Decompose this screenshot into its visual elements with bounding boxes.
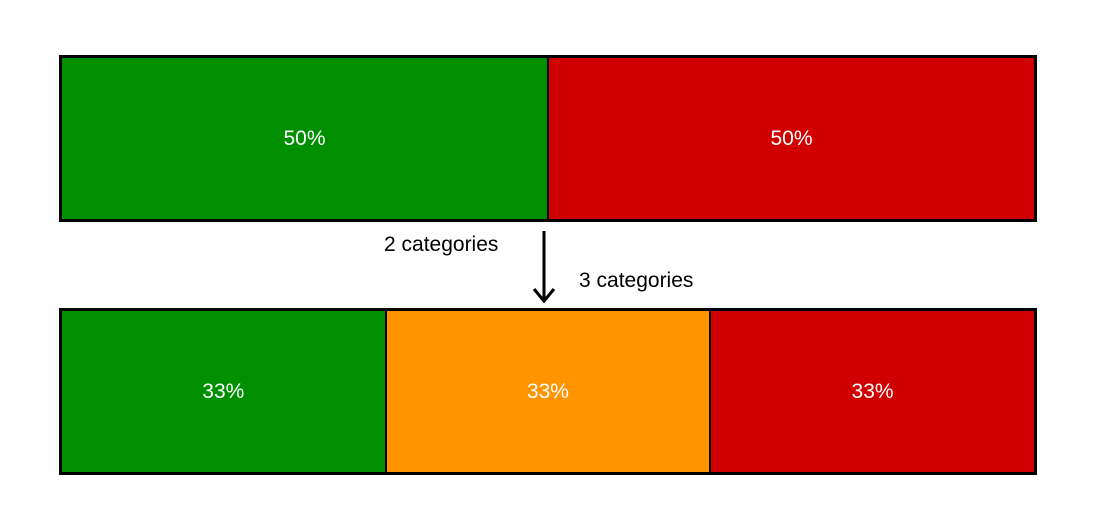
bottom-bar-segment-orange: 33% (384, 311, 710, 472)
top-bar-segment-red: 50% (547, 58, 1034, 219)
two-categories-label: 2 categories (384, 233, 499, 256)
bottom-bar-segment-green: 33% (62, 311, 385, 472)
bottom-bar-segment-green-label: 33% (202, 379, 245, 403)
arrow-down-icon (532, 231, 556, 304)
bottom-bar-segment-red: 33% (709, 311, 1034, 472)
bottom-bar-segment-orange-label: 33% (526, 379, 569, 403)
bottom-bar-three-categories: 33% 33% 33% (59, 308, 1037, 475)
top-bar-segment-green-label: 50% (283, 126, 326, 150)
top-bar-segment-red-label: 50% (770, 126, 813, 150)
top-bar-segment-green: 50% (62, 58, 547, 219)
three-categories-label: 3 categories (579, 269, 694, 292)
bottom-bar-segment-red-label: 33% (851, 379, 894, 403)
top-bar-two-categories: 50% 50% (59, 55, 1037, 222)
